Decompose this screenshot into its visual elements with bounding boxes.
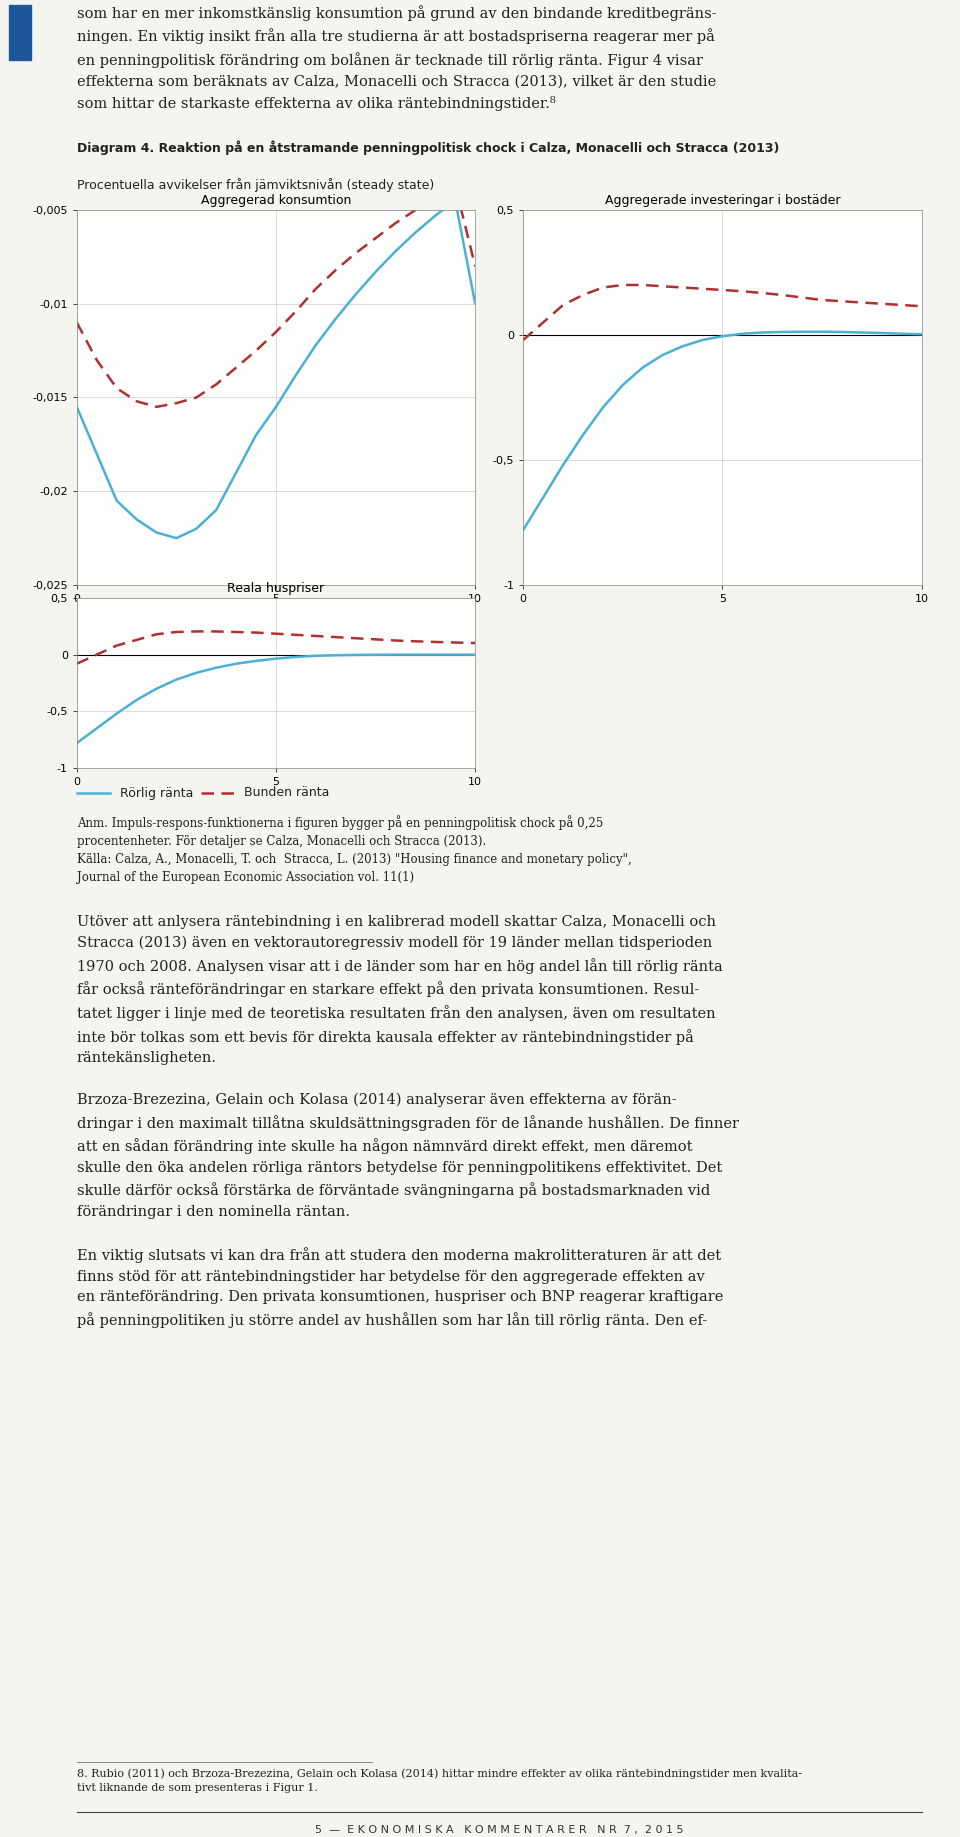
Title: Reala huspriser: Reala huspriser (228, 582, 324, 595)
Text: 8. Rubio (2011) och Brzoza-Brezezina, Gelain och Kolasa (2014) hittar mindre eff: 8. Rubio (2011) och Brzoza-Brezezina, Ge… (77, 1769, 802, 1793)
Text: Anm. Impuls-respons-funktionerna i figuren bygger på en penningpolitisk chock på: Anm. Impuls-respons-funktionerna i figur… (77, 816, 632, 884)
Text: som har en mer inkomstkänslig konsumtion på grund av den bindande kreditbegräns-: som har en mer inkomstkänslig konsumtion… (77, 6, 716, 110)
Text: Diagram 4. Reaktion på en åtstramande penningpolitisk chock i Calza, Monacelli o: Diagram 4. Reaktion på en åtstramande pe… (77, 140, 780, 154)
Text: 5  —  E K O N O M I S K A   K O M M E N T A R E R   N R  7 ,  2 0 1 5: 5 — E K O N O M I S K A K O M M E N T A … (315, 1824, 684, 1835)
Text: Utöver att anlysera räntebindning i en kalibrerad modell skattar Calza, Monacell: Utöver att anlysera räntebindning i en k… (77, 915, 739, 1328)
Title: Aggregerade investeringar i bostäder: Aggregerade investeringar i bostäder (605, 195, 840, 208)
Title: Aggregerad konsumtion: Aggregerad konsumtion (201, 195, 351, 208)
Text: Bunden ränta: Bunden ränta (244, 786, 329, 799)
Text: Procentuella avvikelser från jämviktsnivån (steady state): Procentuella avvikelser från jämviktsniv… (77, 178, 434, 191)
Text: Rörlig ränta: Rörlig ränta (120, 786, 193, 799)
Bar (10, 6, 31, 61)
